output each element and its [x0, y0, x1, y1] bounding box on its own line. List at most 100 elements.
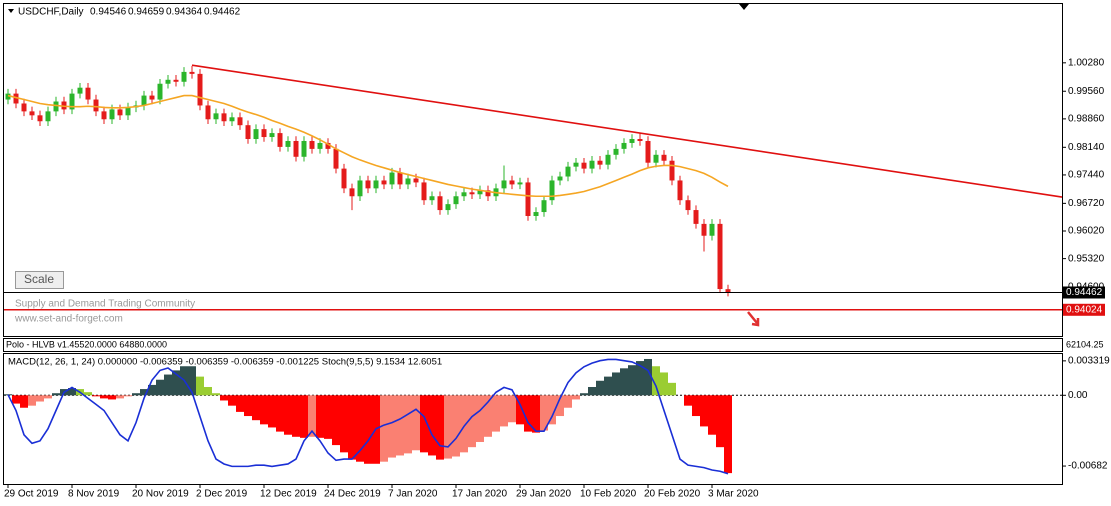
high: 0.94659: [128, 7, 165, 18]
macd-bar: [380, 395, 388, 462]
candle-body: [613, 148, 619, 155]
candle-body: [637, 139, 643, 141]
candle-body: [421, 182, 427, 201]
candle-body: [621, 142, 627, 149]
candle-body: [237, 117, 243, 126]
candle-body: [437, 196, 443, 211]
candle-body: [469, 192, 475, 195]
candle-body: [709, 223, 715, 236]
volume-tick: 62104.25: [1066, 339, 1104, 349]
macd-bar: [652, 366, 660, 396]
candle-body: [213, 113, 219, 120]
open: 0.94546: [90, 7, 127, 18]
candle-body: [69, 93, 75, 110]
candle-body: [53, 101, 59, 112]
candle-body: [357, 180, 363, 197]
x-tick-label: 20 Feb 2020: [644, 489, 701, 500]
menu-arrow[interactable]: [8, 9, 14, 13]
candle-body: [197, 73, 203, 106]
candle-body: [477, 190, 483, 195]
candle-body: [325, 142, 331, 149]
volume-frame: [3, 338, 1063, 352]
candle-body: [517, 182, 523, 185]
macd-bar: [540, 395, 548, 431]
candle-body: [205, 105, 211, 120]
moving-average: [7, 94, 729, 198]
shift-marker: [739, 4, 749, 10]
x-tick-label: 7 Jan 2020: [388, 489, 438, 500]
macd-bar: [20, 395, 28, 408]
arrow: [747, 311, 760, 327]
macd-bar: [612, 372, 620, 396]
candle-body: [461, 192, 467, 197]
candle-body: [309, 140, 315, 149]
symbol: USDCHF,Daily: [18, 7, 84, 18]
candle-body: [341, 168, 347, 189]
candle-body: [349, 188, 355, 197]
macd-bar: [444, 395, 452, 459]
y-tick-label: 0.96720: [1068, 198, 1105, 209]
candle-body: [589, 160, 595, 169]
candle-body: [317, 142, 323, 149]
macd-bar: [188, 366, 196, 396]
macd-bar: [556, 395, 564, 417]
candle-body: [13, 93, 19, 104]
candle-body: [373, 180, 379, 189]
macd-bar: [436, 395, 444, 460]
macd-bar: [108, 395, 116, 400]
macd-bar: [572, 395, 580, 400]
macd-bar: [564, 395, 572, 408]
candle-body: [149, 95, 155, 100]
macd-bar: [668, 382, 676, 396]
candle-body: [677, 180, 683, 201]
y-tick-label: 0.98860: [1068, 114, 1105, 125]
candle-body: [525, 182, 531, 216]
low: 0.94364: [166, 7, 203, 18]
macd-bar: [36, 395, 44, 402]
macd-bar: [460, 395, 468, 453]
candle-body: [37, 115, 43, 122]
candle-body: [533, 212, 539, 216]
macd-bar: [236, 395, 244, 412]
main-frame: [3, 3, 1063, 337]
macd-bar: [596, 380, 604, 396]
candle-body: [253, 129, 259, 140]
macd-bar: [476, 395, 484, 442]
x-tick-label: 3 Mar 2020: [708, 489, 759, 500]
candle-body: [77, 87, 83, 94]
candle-body: [365, 180, 371, 189]
close: 0.94462: [204, 7, 241, 18]
macd-bar: [500, 395, 508, 427]
watermark: Supply and Demand Trading Community: [15, 299, 195, 310]
scale-button-label[interactable]: Scale: [24, 272, 54, 286]
indicator-label: MACD(12, 26, 1, 24) 0.000000 -0.006359 -…: [8, 357, 442, 368]
macd-bar: [484, 395, 492, 437]
candle-body: [549, 180, 555, 201]
macd-bar: [340, 395, 348, 453]
scale-button[interactable]: [15, 271, 64, 289]
macd-bar: [548, 395, 556, 425]
macd-bar: [700, 395, 708, 427]
candle-body: [173, 79, 179, 82]
y-tick-label: 1.00280: [1068, 57, 1105, 68]
macd-bar: [404, 395, 412, 454]
macd-bar: [44, 395, 52, 399]
macd-bar: [684, 395, 692, 406]
macd-bar: [412, 395, 420, 451]
candle-body: [581, 162, 587, 169]
macd-bar: [244, 395, 252, 417]
watermark-url: www.set-and-forget.com: [14, 314, 123, 325]
macd-bar: [148, 384, 156, 396]
macd-bar: [308, 395, 316, 437]
candle-body: [485, 190, 491, 197]
x-tick-label: 10 Feb 2020: [580, 489, 637, 500]
candle-body: [245, 125, 251, 140]
trendline: [191, 64, 1063, 198]
x-tick-label: 12 Dec 2019: [260, 489, 317, 500]
level-line-box: [1063, 303, 1105, 316]
y-tick-label: 0.95320: [1068, 253, 1105, 264]
macd-bar: [220, 395, 228, 401]
macd-bar: [52, 393, 60, 396]
candle-body: [605, 154, 611, 165]
